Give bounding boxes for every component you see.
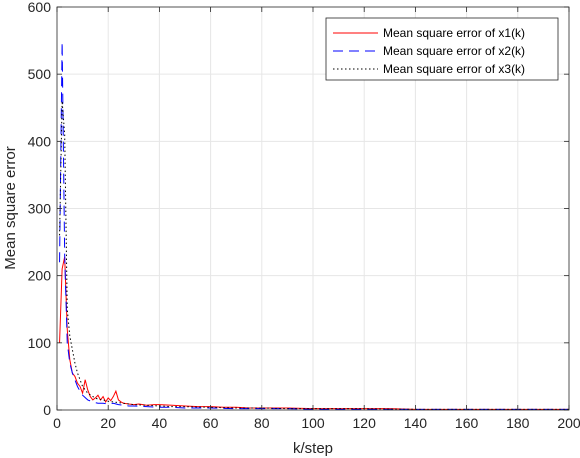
x-axis-label: k/step xyxy=(293,440,333,457)
y-axis-label: Mean square error xyxy=(2,146,19,269)
legend-box xyxy=(325,17,559,81)
x-tick-label: 200 xyxy=(557,415,580,431)
legend-entry-x2: Mean square error of x2(k) xyxy=(383,44,525,58)
x-tick-label: 20 xyxy=(100,415,116,431)
series-line-x2 xyxy=(59,41,569,410)
x-tick-label: 0 xyxy=(53,415,61,431)
x-tick-label: 60 xyxy=(203,415,219,431)
y-tick-label: 400 xyxy=(28,133,52,149)
legend-entry-x1: Mean square error of x1(k) xyxy=(383,26,525,40)
y-tick-label: 200 xyxy=(28,268,52,284)
ticks: 0 20 40 60 80 100 120 140 160 180 200 0 100 200 300 400… xyxy=(28,0,580,431)
x-tick-label: 80 xyxy=(254,415,270,431)
y-tick-label: 0 xyxy=(43,402,51,418)
x-tick-label: 120 xyxy=(353,415,377,431)
series-layer xyxy=(59,41,569,410)
legend: Mean square error of x1(k) Mean square er… xyxy=(325,17,559,81)
y-tick-label: 100 xyxy=(28,335,52,351)
x-tick-label: 100 xyxy=(301,415,325,431)
y-tick-label: 300 xyxy=(28,201,52,217)
x-tick-label: 140 xyxy=(404,415,428,431)
series-line-x3 xyxy=(59,100,569,410)
x-tick-label: 40 xyxy=(152,415,168,431)
x-tick-label: 160 xyxy=(455,415,479,431)
legend-entry-x3: Mean square error of x3(k) xyxy=(383,62,525,76)
x-tick-label: 180 xyxy=(506,415,530,431)
y-tick-label: 600 xyxy=(28,0,52,15)
y-tick-label: 500 xyxy=(28,66,52,82)
